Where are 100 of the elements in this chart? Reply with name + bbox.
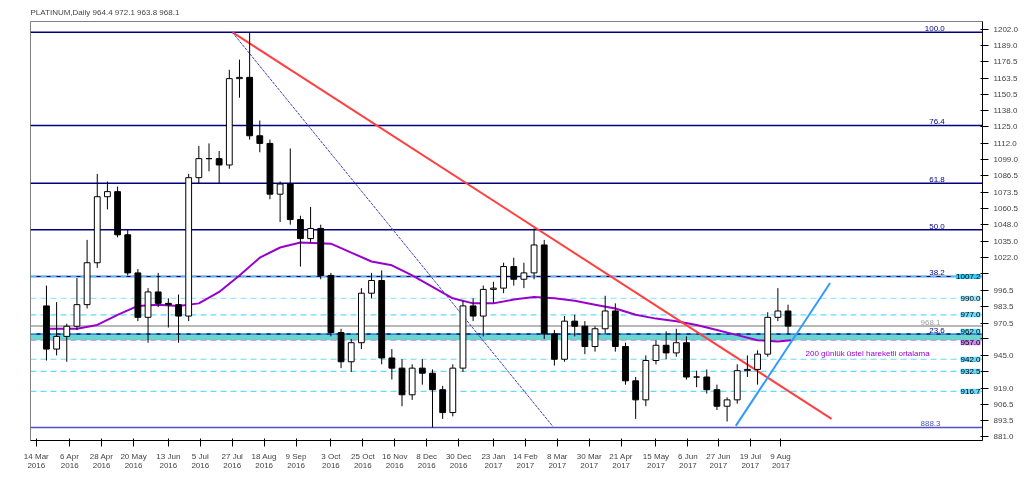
x-tick-label: 9 Sep 2016 bbox=[285, 451, 308, 470]
candlestick bbox=[662, 330, 670, 360]
candlestick bbox=[510, 257, 518, 287]
x-tick-label: 21 Apr 2017 bbox=[609, 451, 633, 470]
x-tick-label: 6 Jun 2017 bbox=[678, 451, 698, 470]
y-tick-label: 1035.0 bbox=[993, 236, 1019, 246]
x-tick-label: 13 Jun 2016 bbox=[156, 451, 181, 470]
annotation: 76.4 bbox=[929, 117, 946, 127]
y-tick-label: 906.5 bbox=[993, 399, 1015, 409]
candlestick bbox=[256, 120, 264, 153]
x-tick-label: 23 Jan 2017 bbox=[481, 451, 506, 470]
x-tick-label: 14 Feb 2017 bbox=[512, 451, 539, 470]
y-tick-label: 1022.0 bbox=[993, 253, 1019, 263]
y-tick-label: 1189.0 bbox=[993, 41, 1018, 51]
ref-line-label: 1007.2 bbox=[956, 271, 982, 281]
candlestick bbox=[652, 339, 660, 365]
candlestick bbox=[175, 293, 182, 344]
y-tick-label: 1176.5 bbox=[993, 57, 1018, 66]
y-tick-label: 1202.0 bbox=[993, 24, 1019, 34]
y-tick-label: 881.0 bbox=[993, 432, 1015, 442]
y-tick-label: 1073.5 bbox=[993, 187, 1019, 197]
ref-line-label: 888.3 bbox=[920, 419, 942, 429]
candlestick bbox=[104, 180, 111, 210]
y-tick-label: 1112.0 bbox=[993, 138, 1018, 148]
chart-title: PLATINUM,Daily 964.4 972.1 963.8 968.1 bbox=[30, 7, 180, 17]
x-tick-label: 6 Apr 2016 bbox=[60, 451, 80, 470]
x-tick-label: 27 Jul 2016 bbox=[221, 451, 244, 470]
y-tick-label: 919.0 bbox=[993, 383, 1015, 393]
candlestick bbox=[164, 297, 172, 328]
y-tick-label: 1099.0 bbox=[993, 155, 1019, 165]
candlestick bbox=[276, 180, 284, 223]
candlestick bbox=[703, 368, 711, 395]
candlestick bbox=[63, 323, 71, 363]
x-tick-label: 27 Jun 2017 bbox=[706, 451, 731, 470]
candlestick bbox=[154, 272, 162, 308]
ref-line-label: 977.0 bbox=[960, 310, 982, 320]
candlestick bbox=[388, 348, 396, 381]
x-tick-label: 25 Oct 2016 bbox=[351, 451, 376, 470]
x-tick-label: 15 May 2017 bbox=[642, 451, 670, 470]
candlestick bbox=[713, 384, 721, 411]
x-tick-label: 8 Dec 2016 bbox=[416, 451, 438, 470]
x-tick-label: 18 Aug 2016 bbox=[251, 451, 277, 470]
candlestick bbox=[571, 314, 579, 337]
candlestick bbox=[784, 304, 792, 335]
annotation: 23.6 bbox=[929, 326, 946, 336]
candlestick bbox=[429, 368, 436, 428]
candlestick bbox=[307, 206, 314, 243]
candlestick bbox=[490, 281, 497, 304]
ref-line-label: 968.1 bbox=[920, 318, 942, 328]
candlestick bbox=[418, 358, 426, 386]
candlestick bbox=[520, 262, 528, 289]
y-tick-label: 893.5 bbox=[993, 416, 1015, 426]
y-tick-label: 1125.0 bbox=[993, 122, 1018, 132]
annotation: 38.2 bbox=[929, 268, 946, 278]
candlestick bbox=[347, 338, 355, 373]
y-tick-label: 983.5 bbox=[993, 302, 1015, 312]
y-tick-label: 1138.0 bbox=[993, 105, 1018, 115]
annotation: 61.8 bbox=[929, 175, 946, 185]
y-tick-label: 1060.5 bbox=[993, 204, 1019, 214]
annotation: 200 günlük üstel hareketli ortalama bbox=[805, 348, 931, 358]
candlestick bbox=[591, 325, 599, 353]
candlestick bbox=[215, 150, 223, 185]
x-tick-label: 19 Jul 2017 bbox=[739, 451, 762, 470]
y-tick-label: 945.0 bbox=[993, 350, 1015, 360]
candlestick bbox=[723, 396, 731, 422]
x-tick-label: 3 Oct 2016 bbox=[321, 451, 342, 470]
annotation: 100.0 bbox=[924, 24, 946, 34]
candlestick bbox=[672, 328, 680, 358]
y-tick-label: 970.5 bbox=[993, 318, 1015, 328]
x-tick-label: 16 Nov 2016 bbox=[382, 451, 408, 470]
candlestick bbox=[581, 320, 589, 355]
x-tick-label: 30 Dec 2016 bbox=[445, 451, 472, 470]
candlestick bbox=[744, 354, 751, 378]
x-tick-label: 9 Aug 2017 bbox=[770, 451, 791, 470]
candlestick bbox=[500, 262, 507, 294]
x-tick-label: 20 May 2016 bbox=[120, 451, 147, 470]
candlestick bbox=[632, 376, 640, 420]
candlestick bbox=[297, 215, 304, 268]
candlestick bbox=[754, 349, 761, 386]
ref-line-label: 942.0 bbox=[960, 354, 982, 364]
y-tick-label: 1150.5 bbox=[993, 90, 1018, 100]
x-tick-label: 8 Mar 2017 bbox=[547, 451, 568, 470]
candlestick bbox=[73, 277, 81, 331]
y-tick-label: 1163.5 bbox=[993, 73, 1018, 83]
candlestick bbox=[236, 59, 243, 99]
y-tick-label: 996.5 bbox=[993, 285, 1015, 295]
candlestick bbox=[774, 287, 782, 322]
y-tick-label: 1086.5 bbox=[993, 171, 1019, 181]
x-tick-label: 14 Mar 2016 bbox=[23, 451, 50, 470]
candlestick bbox=[53, 301, 61, 356]
x-tick-label: 30 Mar 2017 bbox=[576, 451, 602, 470]
x-tick-label: 28 Apr 2016 bbox=[89, 451, 114, 470]
ref-line-label: 957.0 bbox=[960, 338, 982, 348]
ref-line-label: 962.0 bbox=[960, 326, 982, 336]
ref-line-label: 990.0 bbox=[960, 293, 982, 303]
candlestick bbox=[601, 295, 609, 335]
annotation: 50.0 bbox=[929, 221, 946, 231]
candlestick bbox=[469, 297, 477, 322]
x-tick-label: 5 Jul 2016 bbox=[191, 451, 210, 470]
ref-line-label: 916.7 bbox=[960, 386, 982, 396]
